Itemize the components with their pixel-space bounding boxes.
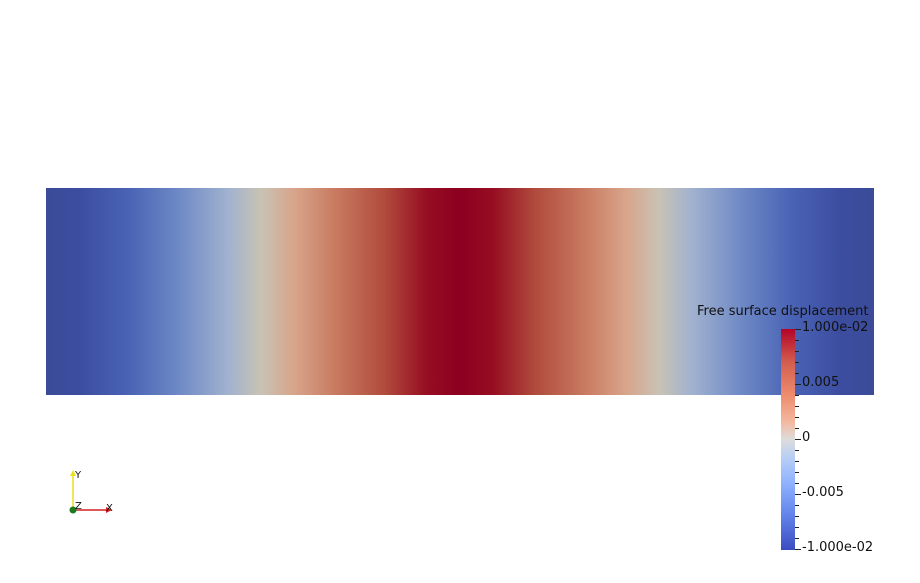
legend-minor-tick <box>795 461 799 462</box>
legend-minor-tick <box>795 450 799 451</box>
legend-label-zero: 0 <box>802 430 811 445</box>
free-surface-field <box>46 188 874 395</box>
legend-title: Free surface displacement <box>697 304 869 319</box>
legend-minor-tick <box>795 395 799 396</box>
legend-minor-tick <box>795 428 799 429</box>
legend-label-min: -1.000e-02 <box>802 540 874 555</box>
legend-label-max: 1.000e-02 <box>802 320 869 335</box>
x-axis-arrow-icon <box>106 507 112 513</box>
legend-minor-tick <box>795 483 799 484</box>
legend-minor-tick <box>795 351 799 352</box>
legend-minor-tick <box>795 516 799 517</box>
legend-major-tick <box>795 329 801 330</box>
legend-minor-tick <box>795 373 799 374</box>
y-axis-label: Y <box>74 470 82 481</box>
legend-major-tick <box>795 439 801 440</box>
y-axis-arrow-icon <box>70 470 76 476</box>
z-axis-label: Z <box>75 501 82 512</box>
legend-minor-tick <box>795 538 799 539</box>
legend-label-half-negative: -0.005 <box>802 485 844 500</box>
legend-major-tick <box>795 549 801 550</box>
legend-minor-tick <box>795 340 799 341</box>
x-axis-label: X <box>106 503 113 514</box>
legend-major-tick <box>795 494 801 495</box>
legend-minor-tick <box>795 527 799 528</box>
legend-minor-tick <box>795 417 799 418</box>
z-axis-dot-icon <box>69 506 77 514</box>
legend-major-tick <box>795 384 801 385</box>
legend-minor-tick <box>795 362 799 363</box>
legend-minor-tick <box>795 406 799 407</box>
orientation-axes: Y Z X <box>69 470 113 514</box>
color-legend-bar <box>781 329 795 550</box>
legend-minor-tick <box>795 472 799 473</box>
legend-minor-tick <box>795 505 799 506</box>
legend-label-half-positive: 0.005 <box>802 375 840 390</box>
